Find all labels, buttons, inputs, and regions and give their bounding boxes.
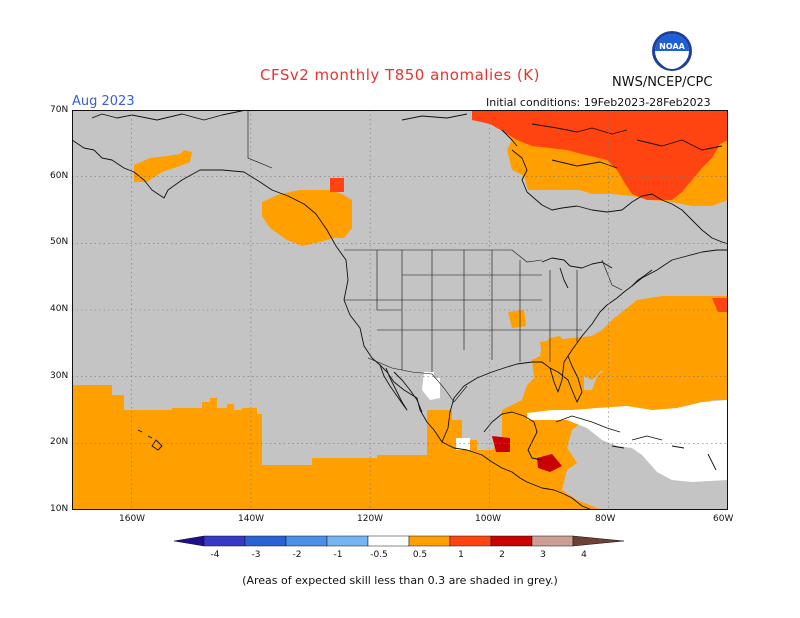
colorbar-tick: 4: [581, 550, 587, 560]
anomaly-region-bc-coast: [262, 190, 352, 246]
colorbar-tick: 3: [540, 550, 546, 560]
colorbar-tick: 2: [499, 550, 505, 560]
anomaly-region-southeast-us: [540, 316, 622, 380]
anomaly-map: [72, 110, 728, 510]
lon-label-80w: 80W: [595, 514, 616, 524]
lat-label-50n: 50N: [50, 237, 69, 247]
colorbar-tick: -0.5: [370, 550, 388, 560]
colorbar-bin: [490, 535, 533, 547]
neutral-region-caribbean: [527, 400, 728, 482]
colorbar-tick: -1: [334, 550, 343, 560]
lon-label-120w: 120W: [357, 514, 384, 524]
lon-label-160w: 160W: [119, 514, 146, 524]
colorbar-tick: -2: [293, 550, 302, 560]
colorbar-tick: -4: [211, 550, 220, 560]
neutral-spot-mexico-south: [456, 438, 470, 450]
colorbar-arrow-high: [572, 535, 625, 547]
colorbar-bin: [285, 535, 328, 547]
skill-footnote: (Areas of expected skill less than 0.3 a…: [242, 574, 558, 587]
colorbar-tick: 0.5: [413, 550, 427, 560]
lat-label-70n: 70N: [50, 105, 69, 115]
lon-label-100w: 100W: [475, 514, 502, 524]
lat-label-30n: 30N: [50, 371, 69, 381]
colorbar-tick: 1: [458, 550, 464, 560]
colorbar-bin: [449, 535, 492, 547]
lat-label-20n: 20N: [50, 437, 69, 447]
anomaly-spot-bc: [330, 178, 344, 192]
lat-label-10n: 10N: [50, 504, 69, 514]
anomaly-region-arctic-canada: [472, 110, 728, 200]
noaa-logo-text: NOAA: [659, 42, 685, 51]
lat-label-40n: 40N: [50, 304, 69, 314]
colorbar-bin: [244, 535, 287, 547]
neutral-region-mexico: [422, 372, 440, 400]
colorbar-bin: [531, 535, 574, 547]
noaa-logo: NOAA: [652, 31, 692, 71]
anomaly-region-alaska: [134, 150, 192, 182]
anomaly-spot-yucatan: [492, 436, 510, 452]
colorbar-bin: [326, 535, 369, 547]
lat-label-60n: 60N: [50, 171, 69, 181]
political-boundaries: [247, 110, 623, 403]
colorbar-bin: [367, 535, 410, 547]
colorbar: -4 -3 -2 -1 -0.5 0.5 1 2 3 4: [174, 535, 625, 560]
graticule: [72, 110, 728, 510]
lon-label-140w: 140W: [238, 514, 265, 524]
coastlines: [72, 110, 728, 510]
map-title: CFSv2 monthly T850 anomalies (K): [260, 66, 540, 84]
anomaly-region-central-us: [508, 310, 526, 328]
agency-label: NWS/NCEP/CPC: [612, 75, 713, 90]
valid-month: Aug 2023: [72, 94, 135, 109]
colorbar-tick: -3: [252, 550, 261, 560]
initial-conditions: Initial conditions: 19Feb2023-28Feb2023: [486, 96, 711, 109]
map-frame: [72, 110, 728, 510]
colorbar-bin: [203, 535, 246, 547]
lon-label-60w: 60W: [713, 514, 734, 524]
anomaly-spot-newfoundland: [712, 298, 728, 312]
colorbar-arrow-low: [174, 535, 205, 547]
colorbar-bin: [408, 535, 451, 547]
anomaly-spot-central-america: [537, 454, 562, 472]
